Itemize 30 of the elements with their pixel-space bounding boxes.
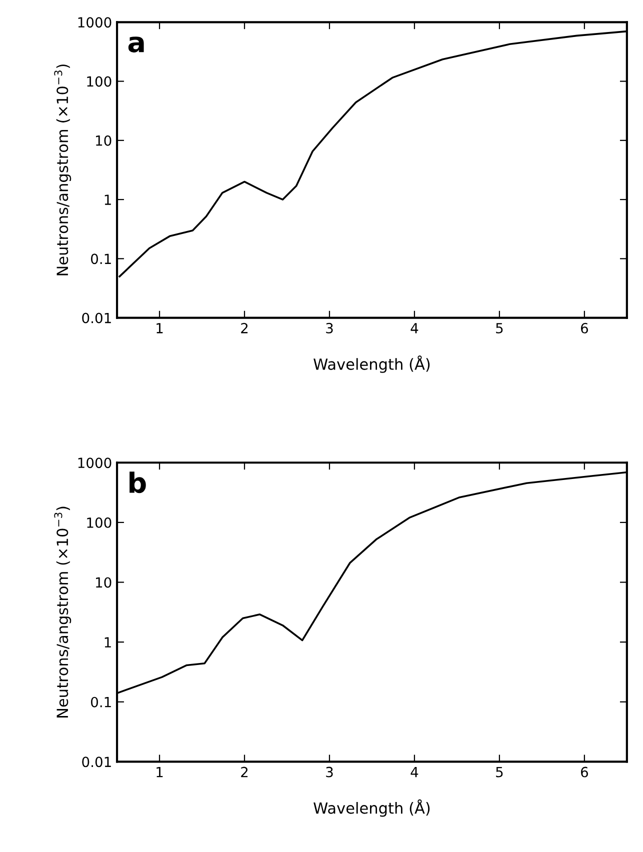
annotation: b (130, 472, 146, 494)
y-tick-label: 1000 (78, 458, 112, 468)
y-axis-title: Neutrons/angstrom (×10$^{−3}$) (54, 64, 72, 276)
y-tick-label: 1000 (78, 17, 112, 28)
y-axis-title: Neutrons/angstrom (×10$^{−3}$) (54, 506, 72, 718)
annotation: a (128, 36, 144, 53)
y-tick-label: 1 (104, 194, 111, 205)
x-tick-label: 3 (326, 766, 333, 778)
x-tick-label: 1 (156, 323, 163, 334)
x-tick-label: 2 (241, 322, 248, 334)
x-axis-title: Wavelength (Å) (314, 799, 430, 817)
x-tick-label: 1 (156, 766, 163, 778)
x-tick-label: 6 (580, 766, 588, 778)
x-tick-label: 4 (410, 323, 418, 334)
x-tick-label: 4 (410, 766, 418, 778)
x-tick-label: 5 (496, 323, 503, 334)
y-tick-label: 0.1 (90, 254, 111, 264)
y-tick-label: 0.01 (82, 756, 111, 768)
y-tick-label: 0.1 (90, 696, 111, 708)
y-tick-label: 10 (96, 135, 112, 146)
y-tick-label: 0.01 (82, 312, 111, 324)
y-tick-label: 10 (96, 577, 112, 588)
x-tick-label: 6 (580, 322, 588, 334)
y-tick-label: 100 (87, 76, 112, 87)
x-tick-label: 3 (326, 322, 333, 334)
y-tick-label: 1 (104, 637, 111, 648)
x-tick-label: 5 (496, 766, 503, 778)
y-tick-label: 100 (87, 517, 112, 528)
x-tick-label: 2 (241, 766, 248, 778)
x-axis-title: Wavelength (Å) (314, 356, 430, 373)
